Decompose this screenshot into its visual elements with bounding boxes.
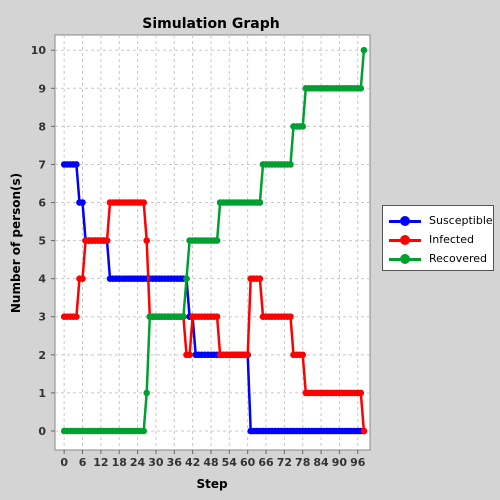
data-point-recovered: [287, 161, 294, 168]
data-point-recovered: [256, 199, 264, 206]
y-tick-label: 9: [38, 82, 46, 95]
data-point-recovered: [360, 46, 368, 54]
data-point-recovered: [213, 237, 221, 244]
data-point-infected: [256, 275, 264, 283]
y-tick-label: 8: [38, 120, 46, 133]
x-tick-label: 60: [240, 456, 256, 469]
data-point-infected: [360, 427, 368, 435]
y-tick-label: 7: [38, 158, 46, 171]
axis-ticks: 0 6 12 18 24 30 36 42 48 54 60 66 72 78 84 90 9601234567…: [31, 44, 366, 469]
legend-item-infected: Infected: [389, 230, 493, 249]
data-point-infected: [143, 237, 150, 244]
data-point-infected: [186, 351, 193, 359]
y-tick-label: 6: [38, 197, 46, 210]
legend: Susceptible Infected Recovered: [382, 205, 494, 271]
data-point-recovered: [357, 85, 365, 92]
x-tick-label: 66: [258, 456, 274, 469]
x-axis-label: Step: [196, 477, 228, 491]
y-tick-label: 1: [38, 387, 46, 400]
y-tick-label: 2: [38, 349, 46, 362]
series-layer: [60, 46, 368, 435]
data-point-infected: [79, 275, 86, 283]
y-axis-label: Number of person(s): [9, 173, 23, 313]
data-point-recovered: [140, 427, 147, 435]
x-tick-label: 90: [332, 456, 348, 469]
x-tick-label: 0: [60, 456, 68, 469]
legend-item-recovered: Recovered: [389, 249, 493, 268]
x-tick-label: 72: [277, 456, 292, 469]
legend-label: Infected: [429, 233, 474, 246]
x-tick-label: 30: [148, 456, 164, 469]
data-point-infected: [287, 313, 294, 321]
legend-item-susceptible: Susceptible: [389, 211, 493, 230]
x-tick-label: 84: [313, 456, 329, 469]
chart-title: Simulation Graph: [142, 16, 279, 32]
data-point-recovered: [299, 123, 307, 130]
y-tick-label: 3: [38, 311, 46, 324]
data-point-infected: [299, 351, 307, 359]
y-tick-label: 0: [38, 425, 46, 438]
data-point-infected: [103, 237, 111, 244]
data-point-recovered: [143, 389, 150, 397]
data-point-infected: [244, 351, 251, 359]
y-tick-label: 4: [38, 273, 46, 286]
legend-swatch-infected: [389, 233, 421, 247]
legend-label: Recovered: [429, 252, 488, 265]
x-tick-label: 48: [203, 456, 218, 469]
y-tick-label: 5: [38, 235, 46, 248]
x-tick-label: 6: [79, 456, 87, 469]
legend-swatch-recovered: [389, 252, 421, 266]
data-point-infected: [140, 199, 147, 206]
data-point-susceptible: [73, 161, 80, 168]
x-tick-label: 12: [93, 456, 108, 469]
data-point-recovered: [183, 275, 190, 283]
x-tick-label: 42: [185, 456, 200, 469]
x-tick-label: 96: [350, 456, 366, 469]
data-point-susceptible: [79, 199, 86, 206]
data-point-infected: [357, 389, 365, 397]
x-tick-label: 54: [222, 456, 238, 469]
x-tick-label: 18: [112, 456, 127, 469]
x-tick-label: 24: [130, 456, 146, 469]
data-point-recovered: [180, 313, 187, 321]
x-tick-label: 78: [295, 456, 310, 469]
x-tick-label: 36: [167, 456, 183, 469]
legend-label: Susceptible: [429, 214, 493, 227]
data-point-infected: [213, 313, 221, 321]
legend-swatch-susceptible: [389, 214, 421, 228]
data-point-infected: [73, 313, 80, 321]
y-tick-label: 10: [31, 44, 47, 57]
